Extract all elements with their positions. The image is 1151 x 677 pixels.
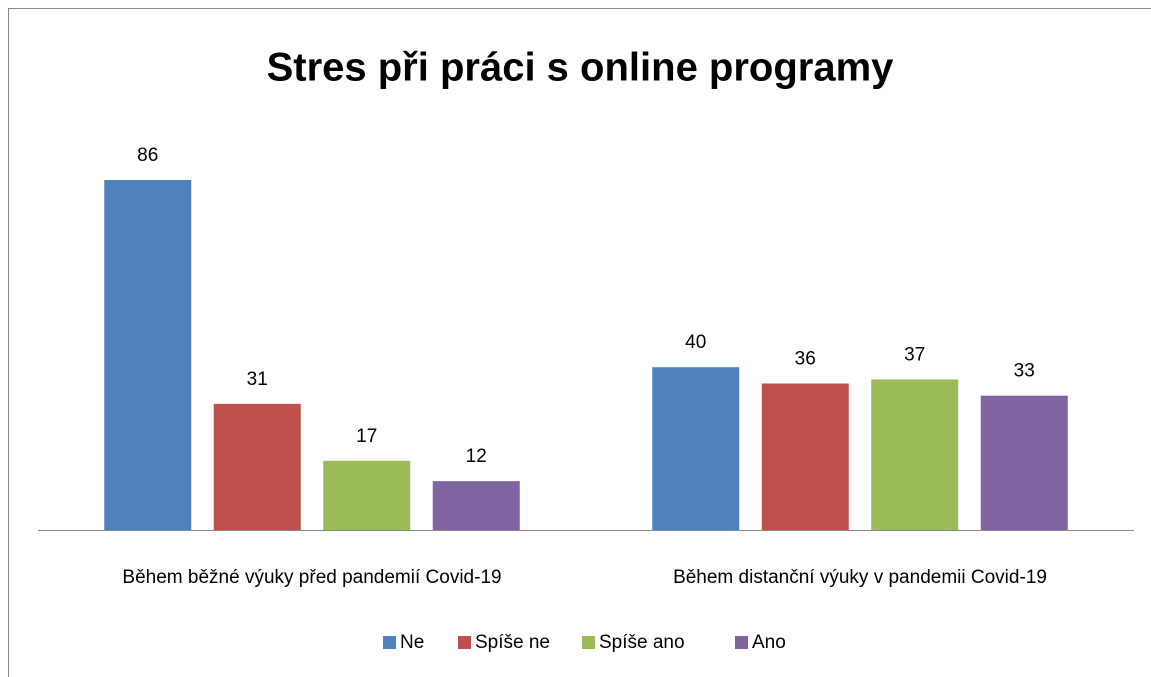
data-label: 17 bbox=[356, 426, 377, 447]
bar bbox=[104, 180, 192, 530]
data-label: 36 bbox=[795, 349, 816, 370]
legend-label: Spíše ano bbox=[599, 632, 685, 653]
legend-swatch bbox=[458, 636, 471, 649]
legend-swatch bbox=[735, 636, 748, 649]
legend-label: Ne bbox=[400, 632, 424, 653]
bar bbox=[213, 403, 301, 530]
bar bbox=[432, 481, 520, 530]
data-label: 31 bbox=[247, 369, 268, 390]
bar bbox=[871, 379, 959, 530]
chart-title: Stres při práci s online programy bbox=[267, 46, 895, 90]
data-label: 86 bbox=[137, 145, 158, 166]
bar bbox=[761, 383, 849, 530]
legend-swatch bbox=[383, 636, 396, 649]
bar bbox=[980, 395, 1068, 530]
chart-frame bbox=[8, 8, 1151, 677]
bar bbox=[323, 460, 411, 530]
data-label: 33 bbox=[1014, 361, 1035, 382]
legend-swatch bbox=[582, 636, 595, 649]
x-tick-label: Během běžné výuky před pandemií Covid-19 bbox=[122, 567, 501, 588]
data-label: 37 bbox=[904, 344, 925, 365]
x-tick-label: Během distanční výuky v pandemii Covid-1… bbox=[673, 567, 1047, 588]
legend-label: Spíše ne bbox=[475, 632, 550, 653]
legend-label: Ano bbox=[752, 632, 786, 653]
bar bbox=[652, 367, 740, 530]
data-label: 12 bbox=[466, 446, 487, 467]
data-label: 40 bbox=[685, 332, 706, 353]
